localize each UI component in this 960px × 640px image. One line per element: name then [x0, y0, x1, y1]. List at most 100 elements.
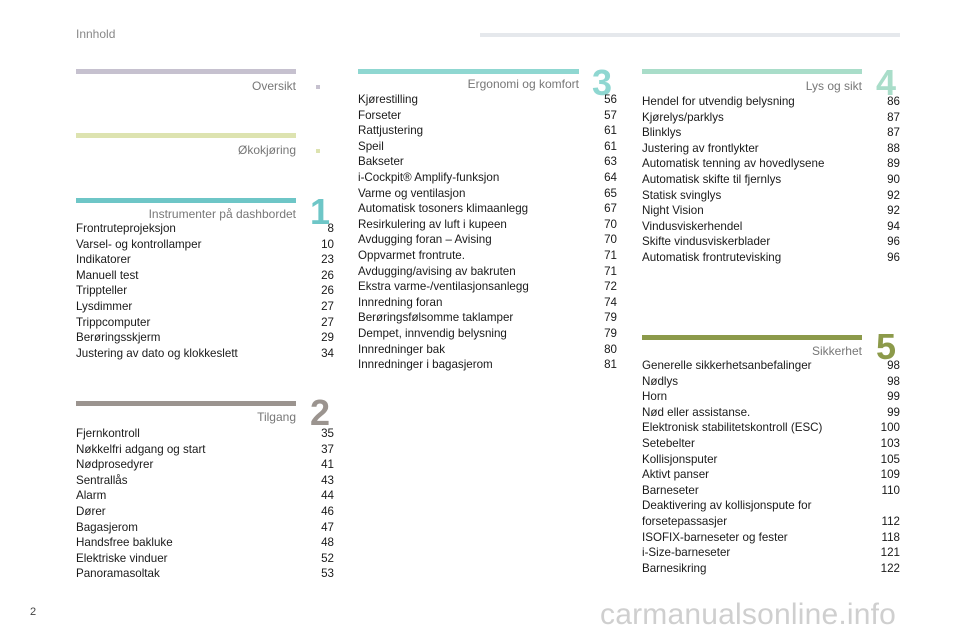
toc-entry-label: Generelle sikkerhetsanbefalinger — [642, 359, 812, 372]
toc-entry-label: Statisk svinglys — [642, 188, 722, 202]
toc-entry[interactable]: Blinklys 87 — [642, 125, 900, 141]
toc-entry[interactable]: Justering av frontlykter 88 — [642, 141, 900, 157]
toc-entry[interactable]: Berøringsfølsomme taklamper 79 — [358, 310, 617, 326]
toc-entry-page: 87 — [887, 110, 900, 124]
toc-entry[interactable]: Nødlys 98 — [642, 374, 900, 390]
toc-entry[interactable]: Alarm 44 — [76, 488, 334, 504]
toc-entry[interactable]: Dempet, innvendig belysning 79 — [358, 326, 617, 342]
toc-entry[interactable]: Berøringsskjerm 29 — [76, 330, 334, 346]
toc-entry-page: 71 — [604, 248, 617, 262]
section-number: 1 — [310, 191, 331, 232]
toc-entry[interactable]: Varsel- og kontrollamper 10 — [76, 237, 334, 253]
toc-entry[interactable]: Barnesikring 122 — [642, 561, 900, 577]
toc-entry-page: 53 — [321, 567, 334, 581]
toc-entry[interactable]: Innredning foran 74 — [358, 295, 617, 311]
section-number: 4 — [876, 62, 897, 103]
toc-entry-label: Rattjustering — [358, 124, 424, 138]
toc-entry-label: Berøringsskjerm — [76, 331, 161, 345]
section-ergonomi: Ergonomi og komfort 3 Kjørestilling 56 Fo… — [358, 65, 617, 371]
toc-entry-label: Barnesikring — [642, 561, 707, 575]
toc-entry-label: Speil — [358, 139, 384, 153]
toc-entry[interactable]: Speil 61 — [358, 139, 617, 155]
toc-entry[interactable]: Automatisk skifte til fjernlys 90 — [642, 172, 900, 188]
toc-entry-page: 71 — [604, 264, 617, 278]
toc-entry[interactable]: Kjørelys/parklys 87 — [642, 110, 900, 126]
toc-entry[interactable]: Kollisjonsputer 105 — [642, 452, 900, 468]
toc-entry[interactable]: Lysdimmer 27 — [76, 299, 334, 315]
toc-entry-label: Automatisk frontrutevisking — [642, 250, 782, 264]
toc-entry[interactable]: Nødprosedyrer 41 — [76, 457, 334, 473]
toc-entry[interactable]: Aktivt panser 109 — [642, 467, 900, 483]
toc-entry[interactable]: Elektriske vinduer 52 — [76, 551, 334, 567]
toc-entry[interactable]: Horn 99 — [642, 389, 900, 405]
toc-entry[interactable]: Oppvarmet frontrute. 71 — [358, 248, 617, 264]
toc-entry[interactable]: Innredninger bak 80 — [358, 342, 617, 358]
toc-entry[interactable]: Nøkkelfri adgang og start 37 — [76, 442, 334, 458]
toc-entry[interactable]: Generelle sikkerhetsanbefalinger 98 — [642, 358, 900, 374]
toc-entry[interactable]: Innredninger i bagasjerom 81 — [358, 357, 617, 373]
toc-entry[interactable]: Trippteller 26 — [76, 283, 334, 299]
section-bar — [76, 401, 296, 406]
toc-entry[interactable]: Bakseter 63 — [358, 154, 617, 170]
toc-entry[interactable]: Resirkulering av luft i kupeen 70 — [358, 217, 617, 233]
toc-entry-page: 90 — [887, 172, 900, 186]
toc-entry-page: 64 — [604, 170, 617, 184]
toc-entry[interactable]: Fjernkontroll 35 — [76, 426, 334, 442]
toc-entry-page: 56 — [604, 93, 617, 106]
toc-entry-page: 72 — [604, 280, 617, 294]
toc-entry-page: 61 — [604, 139, 617, 153]
toc-entry-label: Elektronisk stabilitetskontroll (ESC) — [642, 421, 823, 435]
toc-entry[interactable]: Deaktivering av kollisjonspute for forse… — [642, 498, 900, 529]
toc-entry[interactable]: Barneseter 110 — [642, 483, 900, 499]
toc-entry-label: Ekstra varme-/ventilasjonsanlegg — [358, 280, 529, 294]
toc-entry[interactable]: Avdugging/avising av bakruten 71 — [358, 264, 617, 280]
section-bar — [76, 133, 296, 138]
toc-entry[interactable]: Night Vision 92 — [642, 203, 900, 219]
section-instrumenter: Instrumenter på dashbordet 1 Frontrutepr… — [76, 194, 334, 360]
toc-entry-page: 100 — [880, 421, 900, 435]
toc-entry[interactable]: Bagasjerom 47 — [76, 520, 334, 536]
toc-entry[interactable]: Manuell test 26 — [76, 268, 334, 284]
toc-entry[interactable]: Indikatorer 23 — [76, 252, 334, 268]
toc-entry-page: 81 — [604, 358, 617, 372]
toc-entry[interactable]: Justering av dato og klokkeslett 34 — [76, 346, 334, 362]
toc-entry[interactable]: Frontruteprojeksjon 8 — [76, 221, 334, 237]
toc-entry[interactable]: i-Cockpit® Amplify-funksjon 64 — [358, 170, 617, 186]
toc-entry[interactable]: Sentrallås 43 — [76, 473, 334, 489]
toc-entry-page: 48 — [321, 536, 334, 550]
toc-entry[interactable]: Trippcomputer 27 — [76, 315, 334, 331]
toc-entry[interactable]: Skifte vindusviskerblader 96 — [642, 234, 900, 250]
toc-entry[interactable]: Hendel for utvendig belysning 86 — [642, 94, 900, 110]
toc-entry[interactable]: Vindusviskerhendel 94 — [642, 219, 900, 235]
toc-entry-label: Justering av dato og klokkeslett — [76, 346, 238, 360]
toc-entry-label: Innredninger bak — [358, 342, 446, 356]
toc-entry-label: Vindusviskerhendel — [642, 219, 743, 233]
section-title: Ergonomi og komfort — [467, 77, 579, 91]
section-number: 3 — [592, 62, 613, 103]
section-bar — [76, 198, 296, 203]
toc-entry[interactable]: Statisk svinglys 92 — [642, 188, 900, 204]
toc-entry[interactable]: Avdugging foran – Avising 70 — [358, 232, 617, 248]
toc-entry-page: 35 — [321, 427, 334, 440]
toc-entry[interactable]: Nød eller assistanse. 99 — [642, 405, 900, 421]
toc-entry[interactable]: Automatisk tosoners klimaanlegg 67 — [358, 201, 617, 217]
toc-entry-page: 26 — [321, 284, 334, 298]
toc-entry[interactable]: Handsfree bakluke 48 — [76, 535, 334, 551]
toc-entry[interactable]: ISOFIX-barneseter og fester 118 — [642, 530, 900, 546]
toc-entry[interactable]: Dører 46 — [76, 504, 334, 520]
toc-entry[interactable]: Automatisk tenning av hovedlysene 89 — [642, 156, 900, 172]
toc-entry-label: Resirkulering av luft i kupeen — [358, 217, 507, 231]
page-number: 2 — [30, 606, 37, 618]
toc-entry[interactable]: Varme og ventilasjon 65 — [358, 186, 617, 202]
toc-entry[interactable]: Forseter 57 — [358, 108, 617, 124]
toc-entry[interactable]: Automatisk frontrutevisking 96 — [642, 250, 900, 266]
toc-entry[interactable]: Rattjustering 61 — [358, 123, 617, 139]
section-items: Fjernkontroll 35 Nøkkelfri adgang og star… — [76, 426, 334, 582]
toc-entry-label: Frontruteprojeksjon — [76, 222, 176, 235]
toc-entry[interactable]: Ekstra varme-/ventilasjonsanlegg 72 — [358, 279, 617, 295]
toc-entry[interactable]: Panoramasoltak 53 — [76, 566, 334, 582]
toc-entry[interactable]: Setebelter 103 — [642, 436, 900, 452]
toc-entry[interactable]: Elektronisk stabilitetskontroll (ESC) 100 — [642, 420, 900, 436]
toc-entry[interactable]: Kjørestilling 56 — [358, 92, 617, 108]
toc-entry[interactable]: i-Size-barneseter 121 — [642, 545, 900, 561]
